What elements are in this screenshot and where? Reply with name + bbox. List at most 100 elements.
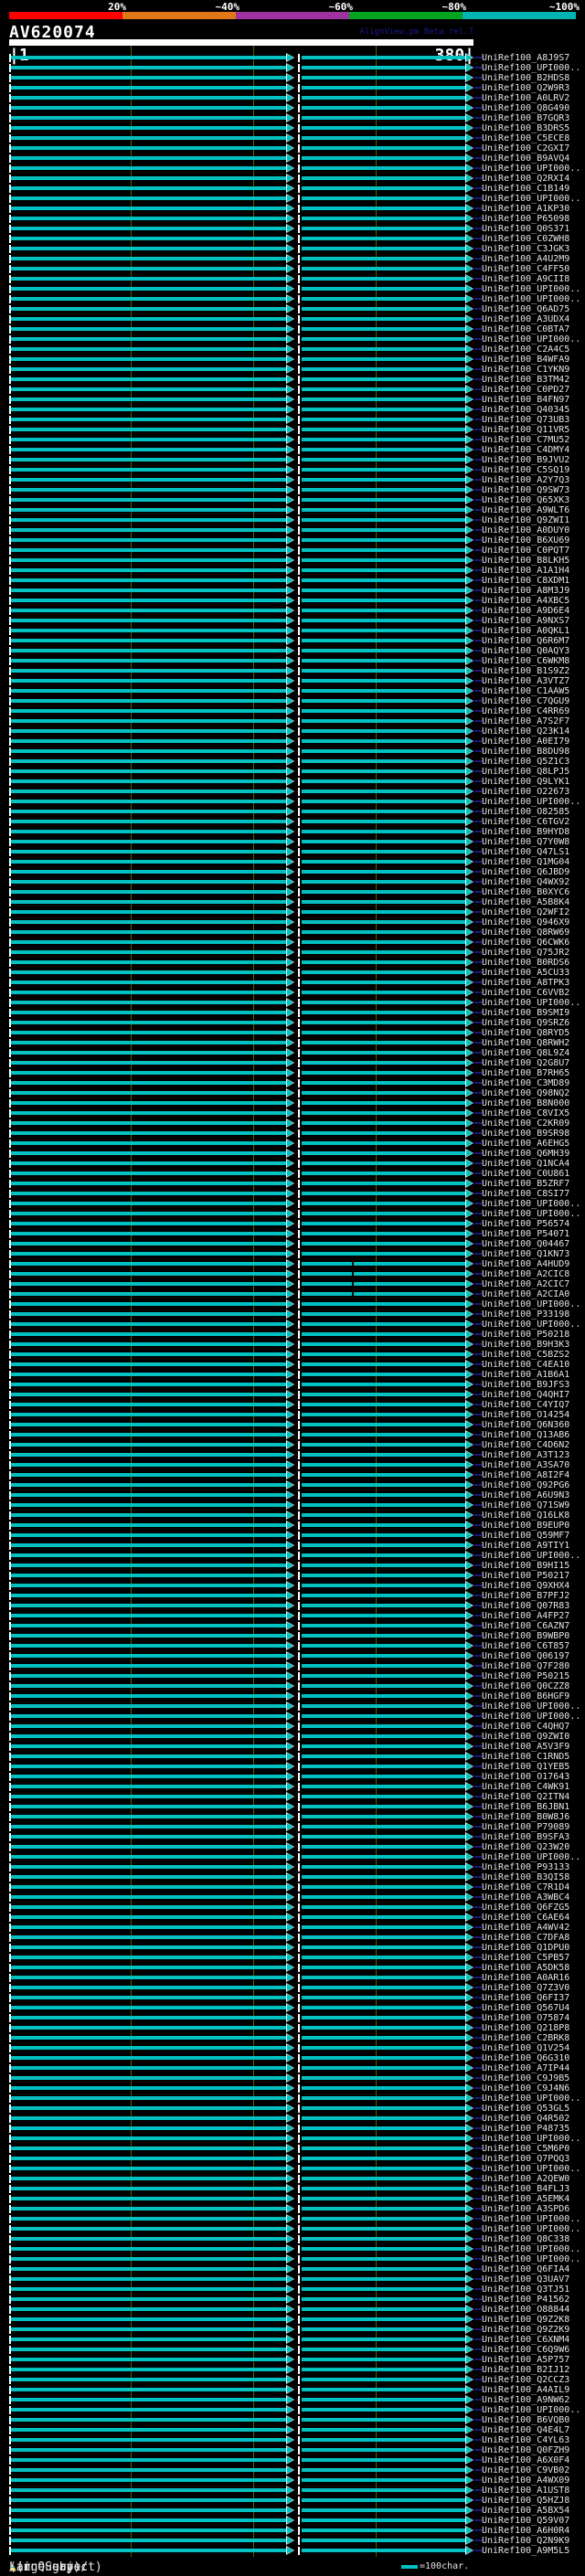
hit-bar-segment: [302, 1704, 465, 1708]
hit-start-tick: [9, 1772, 11, 1781]
hit-label: UniRef100_C7DFA8: [482, 1932, 570, 1943]
hit-label: UniRef100_Q3UAV7: [482, 2274, 570, 2284]
hit-row: UniRef100_B9SMI9: [0, 1007, 585, 1018]
hit-label-connector: [474, 338, 482, 340]
hit-label: UniRef100_Q2N9K9: [482, 2535, 570, 2546]
hit-bar-segment: [302, 1011, 465, 1014]
hit-row: UniRef100_UPI000..: [0, 2133, 585, 2144]
hit-bar-segment: [302, 1584, 465, 1587]
hit-row: UniRef100_A0AR16: [0, 1972, 585, 1983]
hit-start-tick: [9, 867, 11, 876]
hit-label: UniRef100_Q40345: [482, 404, 570, 415]
hit-bar-segment: [302, 478, 465, 482]
hit-start-tick: [9, 365, 11, 374]
hit-row: UniRef100_B5ZRF7: [0, 1178, 585, 1189]
hit-row: UniRef100_UPI000..: [0, 2213, 585, 2224]
hit-gap-dash: [298, 2335, 300, 2344]
hit-label: UniRef100_A9D6E4: [482, 605, 570, 616]
hit-label: UniRef100_Q6FZG5: [482, 1902, 570, 1913]
hit-start-tick: [9, 385, 11, 394]
hit-row: UniRef100_C1AAW5: [0, 685, 585, 696]
hit-gap-dash: [298, 184, 300, 193]
hit-label: UniRef100_B9HI15: [482, 1560, 570, 1571]
hit-bar-segment: [302, 1543, 465, 1547]
hit-bar-segment: [302, 146, 465, 150]
hit-label: UniRef100_Q0FZH9: [482, 2444, 570, 2455]
hit-bar-segment: [302, 568, 465, 572]
hit-bar-segment: [302, 1292, 465, 1296]
hit-bar-segment: [302, 1383, 465, 1386]
hit-gap-dash: [298, 2365, 300, 2374]
hit-bar-segment: [11, 277, 287, 281]
hit-bar-segment: [11, 2348, 287, 2351]
hit-bar-segment: [11, 186, 287, 190]
hit-start-tick: [9, 1340, 11, 1349]
hit-label-connector: [474, 2379, 482, 2380]
hit-bar-segment: [302, 2528, 465, 2532]
hit-start-tick: [9, 1500, 11, 1510]
hit-label: UniRef100_UPI000..: [482, 334, 581, 345]
hit-label-connector: [474, 630, 482, 631]
hit-bar-segment: [302, 1342, 465, 1346]
hit-label-connector: [474, 1122, 482, 1124]
hit-row: UniRef100_C8SI77: [0, 1188, 585, 1199]
hit-label: UniRef100_C6XNM4: [482, 2334, 570, 2345]
hit-bar-segment: [302, 196, 465, 200]
hit-gap-dash: [298, 1511, 300, 1520]
hit-start-tick: [9, 2023, 11, 2032]
hit-label: UniRef100_A1B6A1: [482, 1369, 570, 1380]
hit-label-connector: [474, 2057, 482, 2059]
hit-bar-segment: [302, 2277, 465, 2281]
hit-bar-segment: [11, 1845, 287, 1849]
hit-row: UniRef100_B9SFA3: [0, 1831, 585, 1842]
hit-row: UniRef100_C5M6P0: [0, 2143, 585, 2154]
hit-label-connector: [474, 2409, 482, 2411]
hit-bar-segment: [302, 558, 465, 562]
hit-label: UniRef100_Q6FI37: [482, 1992, 570, 2003]
hit-row: UniRef100_UPI000..: [0, 1550, 585, 1561]
hit-start-tick: [9, 1028, 11, 1037]
hit-label: UniRef100_A4WX09: [482, 2475, 570, 2486]
hit-row: UniRef100_A8I2F4: [0, 1469, 585, 1480]
hit-label: UniRef100_Q6R6M7: [482, 635, 570, 646]
legend-query-text: (in Query)/: [9, 2560, 89, 2574]
hit-gap-dash: [298, 1219, 300, 1228]
hit-bar-segment: [302, 257, 465, 260]
hit-bar-segment: [11, 1171, 287, 1175]
hit-row: UniRef100_Q6AD75: [0, 303, 585, 314]
hit-gap-dash: [298, 234, 300, 243]
hit-row: UniRef100_Q13AB6: [0, 1429, 585, 1440]
hit-bar-segment: [11, 2287, 287, 2291]
hit-bar-segment: [11, 1342, 287, 1346]
hit-start-tick: [9, 1691, 11, 1701]
hit-start-tick: [9, 897, 11, 906]
hit-label-connector: [474, 1605, 482, 1606]
hit-row: UniRef100_A7S2F7: [0, 716, 585, 726]
hit-bar-segment: [11, 1966, 287, 1969]
hit-bar-segment: [11, 307, 287, 311]
hit-row: UniRef100_C8VIX5: [0, 1108, 585, 1118]
hit-label: UniRef100_C7R1D4: [482, 1882, 570, 1892]
hit-row: UniRef100_B9JVU2: [0, 454, 585, 465]
hit-row: UniRef100_UPI000..: [0, 1711, 585, 1722]
hit-label-connector: [474, 881, 482, 883]
hit-gap-dash: [298, 1601, 300, 1610]
hit-gap-dash: [298, 1340, 300, 1349]
hit-label: UniRef100_B6VQB0: [482, 2414, 570, 2425]
hit-label: UniRef100_B9SR98: [482, 1128, 570, 1139]
hit-bar-segment: [302, 156, 465, 160]
hit-label-connector: [474, 891, 482, 893]
hit-bar-segment: [302, 950, 465, 954]
hit-label: UniRef100_A8M3J9: [482, 585, 570, 596]
hit-label: UniRef100_Q8LPJ5: [482, 766, 570, 777]
hit-start-tick: [9, 686, 11, 695]
hit-bar-segment: [302, 960, 465, 964]
hit-row: UniRef100_UPI000..: [0, 283, 585, 294]
hit-row: UniRef100_C6AZN7: [0, 1620, 585, 1631]
hit-label-connector: [474, 1293, 482, 1295]
hit-label-connector: [474, 610, 482, 611]
hit-bar-segment: [302, 2297, 465, 2301]
hit-label-connector: [474, 358, 482, 360]
hit-gap-dash: [298, 636, 300, 645]
hit-label: UniRef100_C6Q9W6: [482, 2344, 570, 2355]
